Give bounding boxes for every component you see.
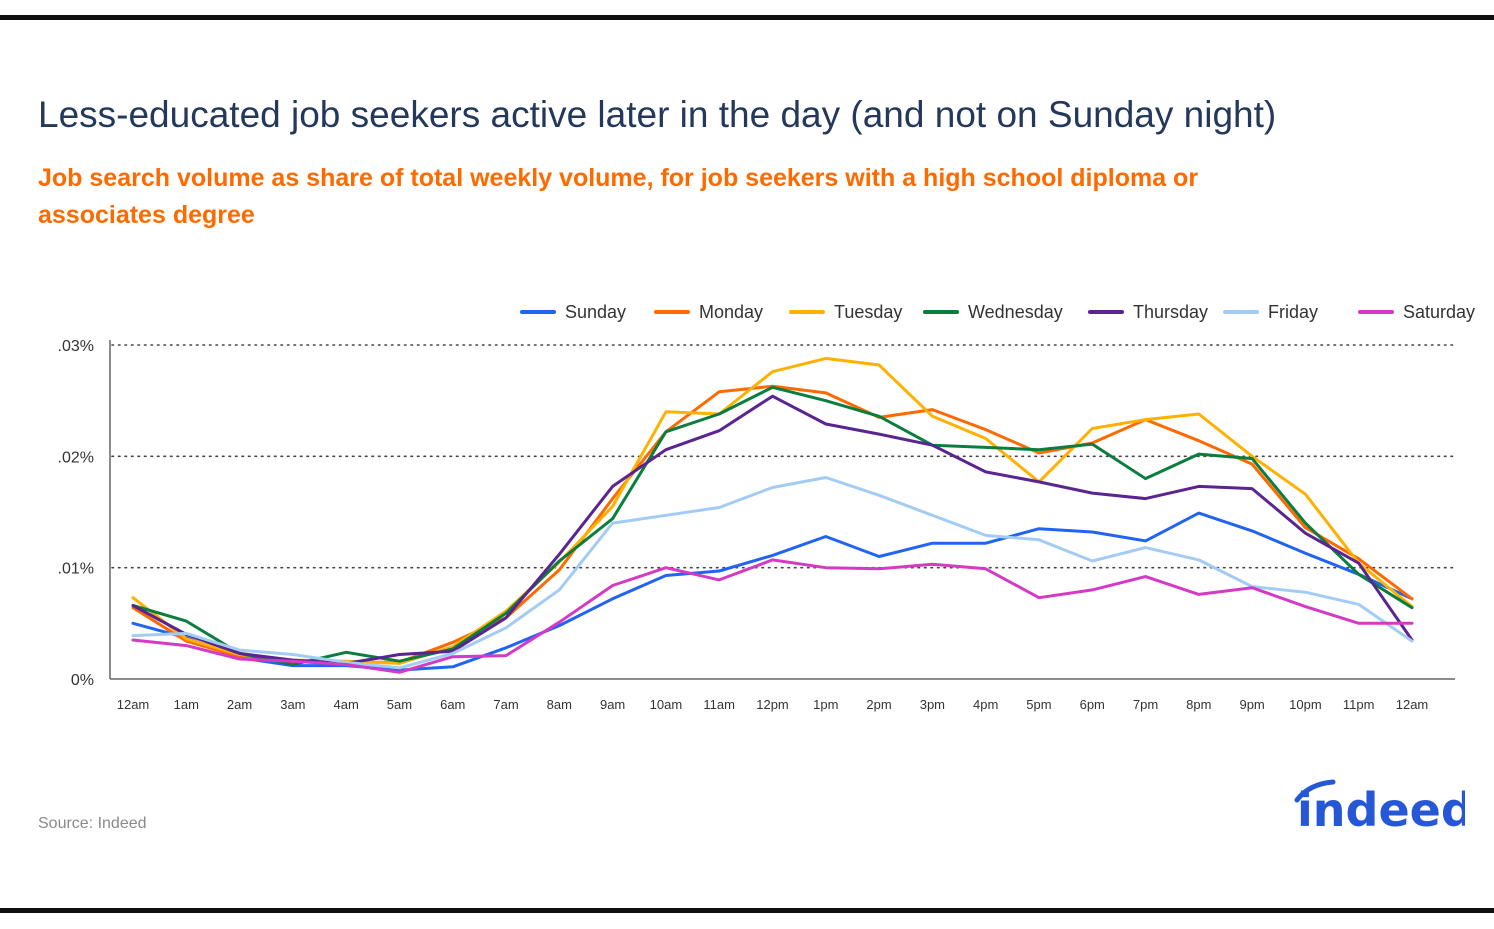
x-tick-label: 6pm bbox=[1080, 697, 1105, 712]
top-rule bbox=[0, 15, 1494, 20]
series-line-tuesday bbox=[131, 356, 1414, 665]
x-tick-label: 10am bbox=[650, 697, 683, 712]
legend-label-sunday: Sunday bbox=[565, 302, 626, 322]
x-tick-label: 5pm bbox=[1026, 697, 1051, 712]
x-tick-label: 9pm bbox=[1239, 697, 1264, 712]
x-tick-label: 2pm bbox=[866, 697, 891, 712]
logo-wordmark: indeed bbox=[1297, 783, 1465, 837]
x-tick-label: 12am bbox=[117, 697, 150, 712]
x-tick-label: 11am bbox=[703, 697, 735, 712]
x-tick-label: 1pm bbox=[813, 697, 838, 712]
x-tick-label: 8pm bbox=[1186, 697, 1211, 712]
chart-subtitle: Job search volume as share of total week… bbox=[38, 164, 1199, 229]
axes bbox=[109, 340, 1455, 680]
x-tick-label: 4am bbox=[334, 697, 359, 712]
source-note: Source: Indeed bbox=[38, 815, 147, 832]
legend-label-friday: Friday bbox=[1268, 302, 1318, 322]
x-tick-label: 2am bbox=[227, 697, 252, 712]
x-tick-label: 7pm bbox=[1133, 697, 1158, 712]
logo-swoosh-icon bbox=[1294, 779, 1336, 803]
series-line-thursday bbox=[131, 394, 1414, 665]
x-tick-labels: 12am 1am 2am 3am 4am 5am 6am 7am 8am 9am 10am 11am 1… bbox=[117, 697, 1429, 712]
y-tick-labels: 0% .01% .02% .03% bbox=[58, 338, 94, 689]
legend: Sunday Monday Tuesday Wednesday Thursday Frid… bbox=[520, 302, 1475, 322]
y-tick-label: .03% bbox=[58, 338, 94, 355]
legend-label-thursday: Thursday bbox=[1133, 302, 1208, 322]
x-tick-label: 12pm bbox=[756, 697, 789, 712]
y-tick-label: .02% bbox=[58, 449, 94, 466]
series-line-friday bbox=[131, 476, 1414, 670]
x-tick-label: 11pm bbox=[1343, 697, 1375, 712]
x-tick-label: 10pm bbox=[1289, 697, 1322, 712]
x-tick-label: 5am bbox=[387, 697, 412, 712]
x-tick-label: 4pm bbox=[973, 697, 998, 712]
x-tick-label: 3am bbox=[280, 697, 305, 712]
x-tick-label: 1am bbox=[174, 697, 199, 712]
legend-label-tuesday: Tuesday bbox=[834, 302, 902, 322]
y-tick-label: 0% bbox=[71, 672, 94, 689]
x-tick-label: 3pm bbox=[920, 697, 945, 712]
y-tick-label: .01% bbox=[58, 561, 94, 578]
x-tick-label: 12am bbox=[1396, 697, 1429, 712]
series-line-saturday bbox=[131, 558, 1414, 674]
indeed-logo: indeed bbox=[1294, 779, 1465, 837]
x-tick-label: 9am bbox=[600, 697, 625, 712]
series-line-monday bbox=[131, 384, 1414, 664]
bottom-rule bbox=[0, 908, 1494, 913]
series-line-wednesday bbox=[131, 385, 1414, 666]
legend-label-saturday: Saturday bbox=[1403, 302, 1475, 322]
x-tick-label: 6am bbox=[440, 697, 465, 712]
chart-title: Less-educated job seekers active later i… bbox=[38, 94, 1277, 135]
x-tick-label: 8am bbox=[547, 697, 572, 712]
legend-label-monday: Monday bbox=[699, 302, 763, 322]
x-tick-label: 7am bbox=[493, 697, 518, 712]
series-lines bbox=[131, 356, 1414, 674]
legend-label-wednesday: Wednesday bbox=[968, 302, 1063, 322]
